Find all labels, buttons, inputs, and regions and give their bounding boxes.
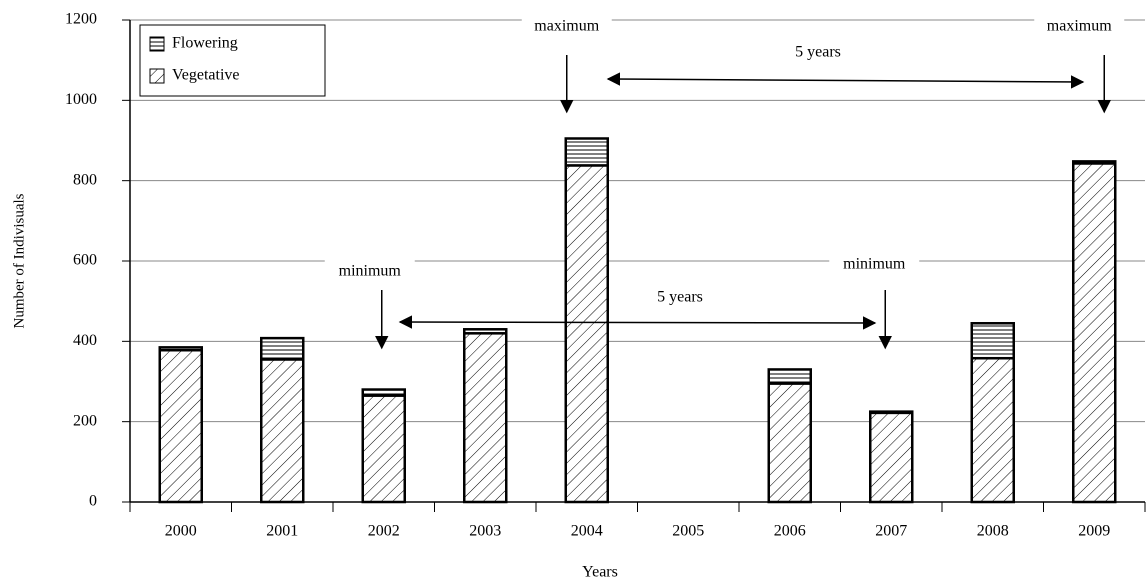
bar-segment (767, 382, 812, 504)
x-tick-label: 2005 (672, 523, 704, 540)
x-tick-label: 2009 (1078, 523, 1110, 540)
x-tick-label: 2000 (165, 523, 197, 540)
annotation-bg (324, 260, 415, 284)
bar-segment (970, 322, 1015, 360)
bar-segment (869, 411, 914, 504)
bar-segment (463, 332, 508, 504)
y-tick-label: 400 (73, 332, 97, 349)
x-tick-label: 2006 (774, 523, 806, 540)
annotation: minimum (843, 256, 906, 273)
bar-segment (564, 164, 609, 504)
annotation-bg (635, 286, 725, 310)
bar-segment (158, 348, 203, 504)
x-tick-label: 2007 (875, 523, 907, 540)
y-tick-label: 800 (73, 171, 97, 188)
y-tick-label: 1200 (65, 11, 97, 28)
bar-segment (361, 388, 406, 397)
x-axis-label: Years (582, 564, 618, 581)
annotation-bg (521, 15, 612, 39)
y-tick-label: 600 (73, 252, 97, 269)
y-tick-label: 1000 (65, 91, 97, 108)
annotation-arrow (606, 72, 1085, 89)
annotation: maximum (1047, 18, 1112, 35)
bar-segment (158, 346, 203, 352)
legend-label: Flowering (172, 35, 238, 52)
annotation-bg (829, 253, 920, 277)
bar-segment (1072, 162, 1117, 504)
annotation-bg (1034, 15, 1125, 39)
bar-segment (260, 336, 305, 361)
x-tick-label: 2004 (571, 523, 603, 540)
bar-segment (463, 328, 508, 335)
annotation-bg (773, 41, 863, 65)
y-tick-label: 200 (73, 412, 97, 429)
x-tick-label: 2003 (469, 523, 501, 540)
x-tick-label: 2008 (977, 523, 1009, 540)
legend-swatch (149, 68, 165, 84)
bar-segment (260, 358, 305, 504)
bar-segment (869, 410, 914, 415)
bar-segment (1072, 160, 1117, 165)
y-axis-label: Number of Indivisuals (11, 193, 27, 328)
x-tick-label: 2001 (266, 523, 298, 540)
y-tick-label: 0 (89, 493, 97, 510)
annotation-arrow (398, 315, 877, 330)
annotation: 5 years (657, 289, 703, 306)
annotation: 5 years (795, 44, 841, 61)
annotation: minimum (339, 263, 402, 280)
bar-segment (970, 356, 1015, 504)
legend-box (139, 24, 326, 97)
legend-label: Vegetative (172, 67, 240, 84)
bar-segment (564, 137, 609, 167)
bar-segment (767, 368, 812, 385)
legend-swatch (149, 36, 165, 52)
x-tick-label: 2002 (368, 523, 400, 540)
annotation: maximum (534, 18, 599, 35)
bar-segment (361, 394, 406, 504)
